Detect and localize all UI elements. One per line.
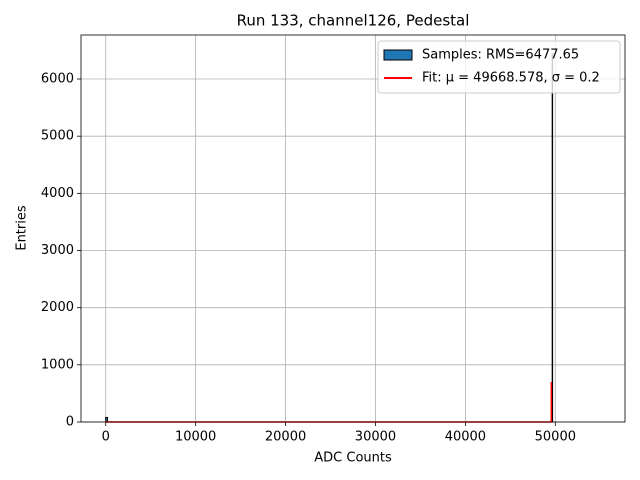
y-tick-label: 3000 — [41, 243, 74, 258]
y-tick-label: 0 — [66, 415, 74, 430]
y-tick-label: 4000 — [41, 186, 74, 201]
fit-line — [105, 381, 553, 423]
legend-box — [377, 40, 621, 94]
y-tick-label: 6000 — [41, 72, 74, 87]
x-axis-label: ADC Counts — [314, 451, 392, 466]
x-tick-label: 20000 — [265, 430, 306, 445]
x-tick-label: 10000 — [175, 430, 216, 445]
y-axis-label: Entries — [15, 205, 30, 251]
y-tick-label: 1000 — [41, 357, 74, 372]
x-tick-label: 40000 — [445, 430, 486, 445]
x-tick-label: 30000 — [355, 430, 396, 445]
axes-frame — [80, 34, 626, 423]
x-tick-label: 50000 — [535, 430, 576, 445]
chart-title: Run 133, channel126, Pedestal — [237, 12, 470, 30]
y-tick-label: 2000 — [41, 300, 74, 315]
y-tick-label: 5000 — [41, 129, 74, 144]
legend-swatch — [383, 49, 413, 61]
legend-label: Fit: μ = 49668.578, σ = 0.2 — [422, 71, 600, 86]
legend-label: Samples: RMS=6477.65 — [422, 48, 579, 63]
x-tick-label: 0 — [102, 430, 110, 445]
